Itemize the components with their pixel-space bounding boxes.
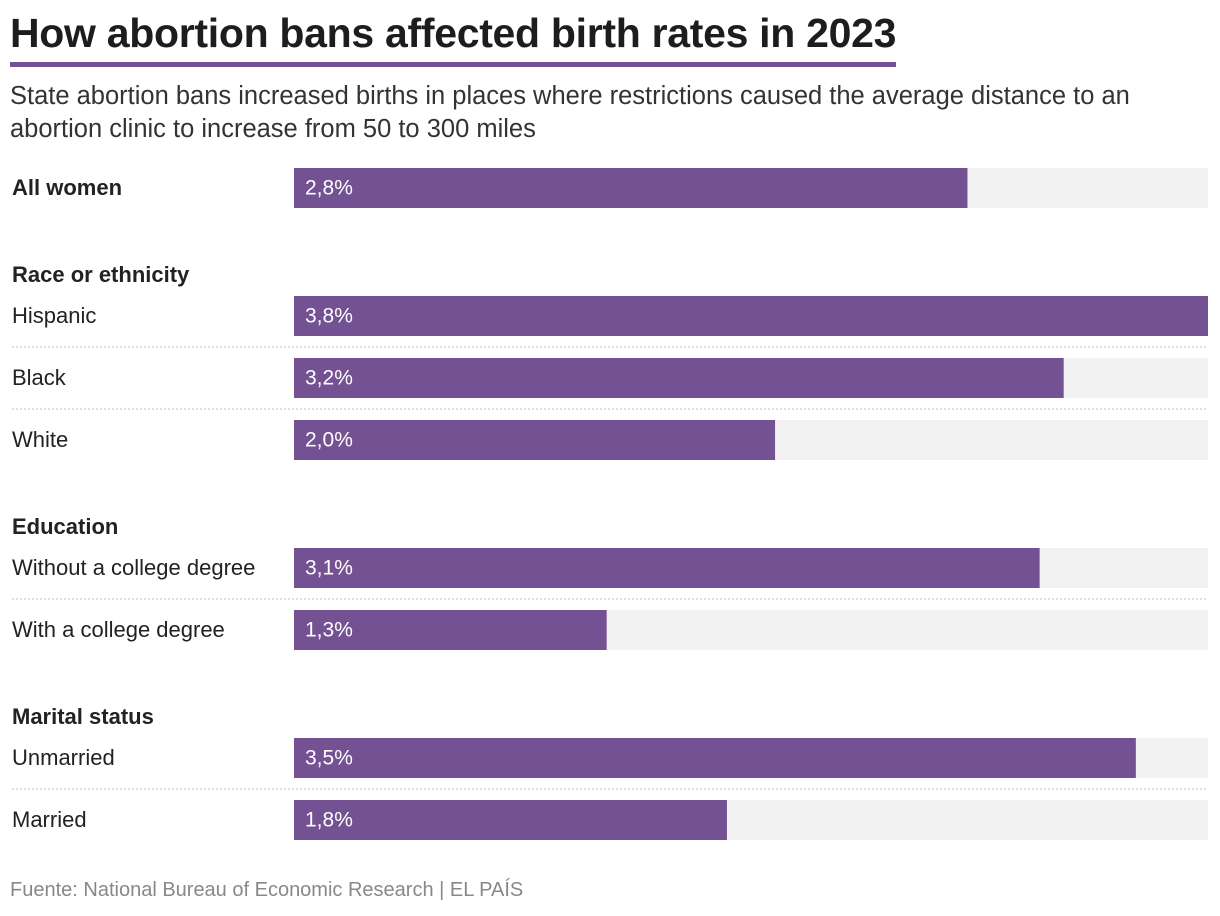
category-label: Without a college degree (12, 555, 255, 580)
group-heading: Marital status (12, 704, 154, 729)
bar (294, 548, 1040, 588)
value-label: 2,8% (305, 177, 353, 200)
bar (294, 296, 1208, 336)
category-label: Unmarried (12, 745, 115, 770)
category-label: Married (12, 807, 87, 832)
bar (294, 800, 727, 840)
bar (294, 168, 968, 208)
bar (294, 420, 776, 460)
value-label: 1,3% (305, 619, 353, 642)
value-label: 3,2% (305, 367, 353, 390)
group-heading: Education (12, 514, 118, 539)
group-heading: Race or ethnicity (12, 262, 190, 287)
bar (294, 738, 1136, 778)
value-label: 3,8% (305, 305, 353, 328)
value-label: 3,1% (305, 557, 353, 580)
category-label: All women (12, 175, 122, 200)
source-note: Fuente: National Bureau of Economic Rese… (10, 879, 524, 901)
value-label: 1,8% (305, 809, 353, 832)
value-label: 3,5% (305, 747, 353, 770)
chart: All women 2,8% Race or ethnicity Hispanic 3,… (12, 168, 1208, 840)
chart-subtitle: State abortion bans increased births in … (10, 82, 1130, 143)
category-label: Hispanic (12, 303, 96, 328)
category-label: Black (12, 365, 67, 390)
bar (294, 358, 1064, 398)
chart-title: How abortion bans affected birth rates i… (10, 8, 896, 67)
category-label: White (12, 427, 68, 452)
category-label: With a college degree (12, 617, 225, 642)
value-label: 2,0% (305, 429, 353, 452)
bar (294, 610, 607, 650)
